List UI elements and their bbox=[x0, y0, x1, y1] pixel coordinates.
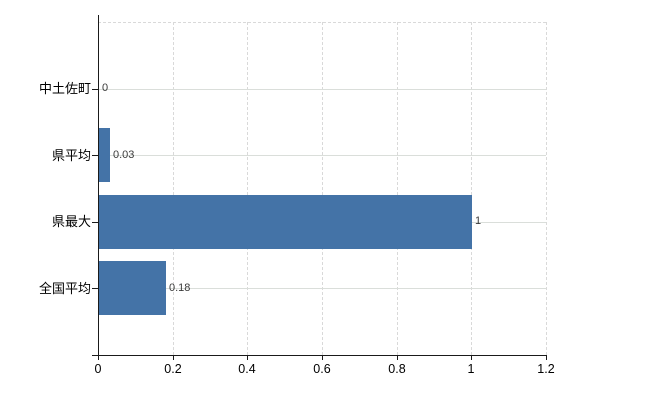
x-axis-tick bbox=[322, 355, 323, 360]
category-label: 県最大 bbox=[51, 214, 91, 229]
category-label: 中土佐町 bbox=[38, 81, 91, 96]
bar-value-label: 0.18 bbox=[169, 282, 191, 294]
vertical-gridline bbox=[322, 22, 323, 355]
y-axis-line bbox=[98, 15, 99, 355]
horizontal-gridline bbox=[99, 288, 546, 289]
x-axis-tick-label: 0 bbox=[94, 362, 102, 376]
x-axis-tick bbox=[173, 355, 174, 360]
bar-value-label: 0.03 bbox=[113, 149, 135, 161]
x-axis-tick-label: 0.2 bbox=[164, 362, 182, 376]
horizontal-gridline bbox=[99, 89, 546, 90]
horizontal-gridline bbox=[99, 155, 546, 156]
x-axis-tick bbox=[397, 355, 398, 360]
x-axis-tick bbox=[471, 355, 472, 360]
x-axis-tick-label: 0.4 bbox=[238, 362, 256, 376]
bar bbox=[99, 261, 166, 315]
x-axis-tick-label: 1 bbox=[467, 362, 475, 376]
vertical-gridline bbox=[546, 22, 547, 355]
category-label: 県平均 bbox=[51, 148, 91, 163]
bar bbox=[99, 128, 110, 182]
x-axis-tick-label: 0.6 bbox=[313, 362, 331, 376]
y-axis-tick bbox=[92, 155, 98, 156]
bar bbox=[99, 195, 472, 249]
bar-value-label: 0 bbox=[102, 82, 109, 94]
bar-value-label: 1 bbox=[475, 215, 482, 227]
y-axis-tick bbox=[92, 222, 98, 223]
x-axis-tick bbox=[546, 355, 547, 360]
x-axis-tick bbox=[247, 355, 248, 360]
vertical-gridline bbox=[396, 22, 398, 355]
x-axis-tick bbox=[98, 355, 99, 360]
vertical-gridline bbox=[471, 22, 473, 355]
category-label: 全国平均 bbox=[38, 281, 91, 296]
x-axis-tick-label: 1.2 bbox=[537, 362, 555, 376]
x-axis-tick-label: 0.8 bbox=[388, 362, 406, 376]
y-axis-tick bbox=[92, 288, 98, 289]
vertical-gridline bbox=[172, 22, 174, 355]
x-axis-line bbox=[92, 355, 546, 356]
vertical-gridline bbox=[247, 22, 249, 355]
y-axis-tick bbox=[92, 89, 98, 90]
